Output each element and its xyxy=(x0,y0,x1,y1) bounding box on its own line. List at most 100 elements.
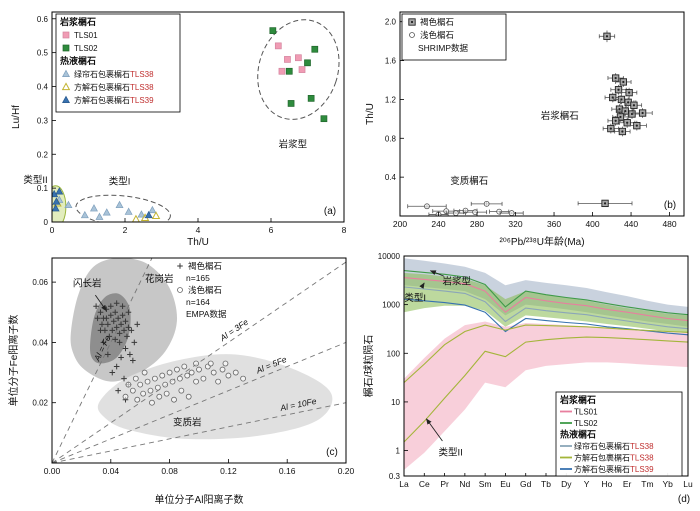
plot-area-a xyxy=(52,19,340,222)
field-ellipse xyxy=(75,194,171,222)
svg-text:0: 0 xyxy=(44,218,49,227)
svg-text:Sm: Sm xyxy=(479,479,492,489)
svg-text:100: 100 xyxy=(387,349,401,358)
svg-text:4: 4 xyxy=(196,225,201,235)
svg-text:类型II: 类型II xyxy=(23,174,47,186)
svg-text:0.20: 0.20 xyxy=(338,466,355,476)
svg-text:Lu/Hf: Lu/Hf xyxy=(11,105,22,129)
svg-text:褐色榍石: 褐色榍石 xyxy=(188,261,222,271)
svg-text:花岗岩: 花岗岩 xyxy=(145,273,174,285)
panel-a: 0 2 4 6 8 0 0.1 0.2 0.3 0.4 0.5 0.6 Th/U Lu/Hf 岩浆型 类型II… xyxy=(6,4,354,250)
svg-text:类型II: 类型II xyxy=(439,446,463,458)
svg-text:TLS01: TLS01 xyxy=(74,31,98,40)
svg-text:Tm: Tm xyxy=(641,479,653,489)
series-line xyxy=(404,277,688,322)
svg-text:1000: 1000 xyxy=(382,301,400,310)
svg-text:岩浆榍石: 岩浆榍石 xyxy=(541,110,579,122)
svg-text:TLS01: TLS01 xyxy=(574,408,598,417)
svg-text:0.1: 0.1 xyxy=(37,184,49,193)
panel-b: 200 240 280 320 360 400 440 480 0.4 0.8 1.2 1.6 2.0 ²… xyxy=(360,4,694,250)
refline xyxy=(52,341,346,463)
svg-text:绿帘石包裹榍石TLS38: 绿帘石包裹榍石TLS38 xyxy=(74,69,154,79)
svg-text:1: 1 xyxy=(396,447,401,456)
svg-text:褐色榍石: 褐色榍石 xyxy=(420,17,454,27)
svg-text:0.2: 0.2 xyxy=(37,150,49,159)
refline xyxy=(52,258,153,463)
panel-c: Al = Fe Al = 3Fe Al = 5Fe Al = 10Fe 0.00 0.04… xyxy=(4,250,356,508)
svg-text:360: 360 xyxy=(547,219,561,229)
svg-text:岩浆榍石: 岩浆榍石 xyxy=(59,16,96,27)
svg-text:0.8: 0.8 xyxy=(385,134,397,143)
svg-text:浅色榍石: 浅色榍石 xyxy=(420,30,454,40)
svg-text:热液榍石: 热液榍石 xyxy=(560,429,596,440)
svg-text:单位分子Al阳离子数: 单位分子Al阳离子数 xyxy=(155,493,244,506)
svg-text:Er: Er xyxy=(623,479,632,489)
svg-text:浅色榍石: 浅色榍石 xyxy=(188,285,222,295)
svg-text:6: 6 xyxy=(269,225,274,235)
svg-text:(d): (d) xyxy=(678,494,690,505)
svg-text:Pr: Pr xyxy=(440,479,449,489)
svg-text:0.4: 0.4 xyxy=(37,83,49,92)
svg-text:280: 280 xyxy=(470,219,484,229)
svg-text:1.2: 1.2 xyxy=(385,95,397,104)
svg-text:变质岩: 变质岩 xyxy=(173,416,202,428)
plot-area-c xyxy=(52,258,346,463)
svg-text:Eu: Eu xyxy=(500,479,511,489)
svg-text:0.00: 0.00 xyxy=(44,466,61,476)
svg-text:0.04: 0.04 xyxy=(32,338,48,347)
svg-text:240: 240 xyxy=(431,219,445,229)
svg-text:Tb: Tb xyxy=(541,479,551,489)
svg-text:480: 480 xyxy=(662,219,676,229)
svg-text:2.0: 2.0 xyxy=(385,18,397,27)
svg-text:La: La xyxy=(399,479,409,489)
svg-text:Ce: Ce xyxy=(419,479,430,489)
svg-text:岩浆型: 岩浆型 xyxy=(442,275,471,287)
legend-box xyxy=(55,13,181,113)
svg-text:绿帘石包裹榍石TLS38: 绿帘石包裹榍石TLS38 xyxy=(574,441,654,451)
svg-text:10: 10 xyxy=(391,398,400,407)
svg-text:Gd: Gd xyxy=(520,479,532,489)
svg-text:Th/U: Th/U xyxy=(365,103,376,125)
svg-text:n=164: n=164 xyxy=(186,297,210,307)
svg-text:岩浆榍石: 岩浆榍石 xyxy=(559,394,596,405)
svg-text:0.3: 0.3 xyxy=(37,116,49,125)
series-line xyxy=(404,324,688,384)
svg-text:8: 8 xyxy=(342,225,347,235)
region xyxy=(97,354,333,440)
svg-text:400: 400 xyxy=(585,219,599,229)
svg-text:0.08: 0.08 xyxy=(161,466,178,476)
svg-text:0.4: 0.4 xyxy=(385,173,397,182)
svg-text:SHRIMP数据: SHRIMP数据 xyxy=(418,43,469,53)
svg-text:热液榍石: 热液榍石 xyxy=(60,55,96,66)
plot-area-b xyxy=(407,30,653,216)
plot-area-d xyxy=(404,258,688,470)
svg-text:类型I: 类型I xyxy=(404,292,426,304)
svg-text:Yb: Yb xyxy=(663,479,674,489)
svg-text:0.06: 0.06 xyxy=(32,278,48,287)
svg-text:440: 440 xyxy=(624,219,638,229)
svg-text:方解石包裹榍石TLS38: 方解石包裹榍石TLS38 xyxy=(74,82,154,92)
svg-text:类型I: 类型I xyxy=(109,176,131,188)
series-line xyxy=(404,286,688,330)
svg-text:Th/U: Th/U xyxy=(187,237,209,248)
svg-text:Lu: Lu xyxy=(683,479,693,489)
svg-text:TLS02: TLS02 xyxy=(574,419,598,428)
svg-text:0.04: 0.04 xyxy=(103,466,120,476)
svg-text:0.3: 0.3 xyxy=(389,472,401,481)
panel-d-svg: La Ce Pr Nd Sm Eu Gd Tb Dy Y Ho Er Tm Yb Lu10000100010… xyxy=(362,252,693,505)
svg-text:10000: 10000 xyxy=(378,252,401,261)
panel-a-svg: 0 2 4 6 8 0 0.1 0.2 0.3 0.4 0.5 0.6 Th/U Lu/Hf 岩浆型类型II… xyxy=(11,11,347,248)
svg-text:Dy: Dy xyxy=(561,479,572,489)
svg-text:0.02: 0.02 xyxy=(32,399,48,408)
svg-text:200: 200 xyxy=(393,219,407,229)
svg-text:闪长岩: 闪长岩 xyxy=(73,278,102,290)
svg-text:Nd: Nd xyxy=(459,479,470,489)
svg-text:320: 320 xyxy=(508,219,522,229)
svg-text:(a): (a) xyxy=(324,206,336,217)
svg-text:0: 0 xyxy=(50,225,55,235)
svg-text:Y: Y xyxy=(584,479,590,489)
svg-text:1.6: 1.6 xyxy=(385,57,397,66)
svg-text:TLS02: TLS02 xyxy=(74,44,98,53)
svg-text:方解石包裹榍石TLS38: 方解石包裹榍石TLS38 xyxy=(574,453,654,463)
